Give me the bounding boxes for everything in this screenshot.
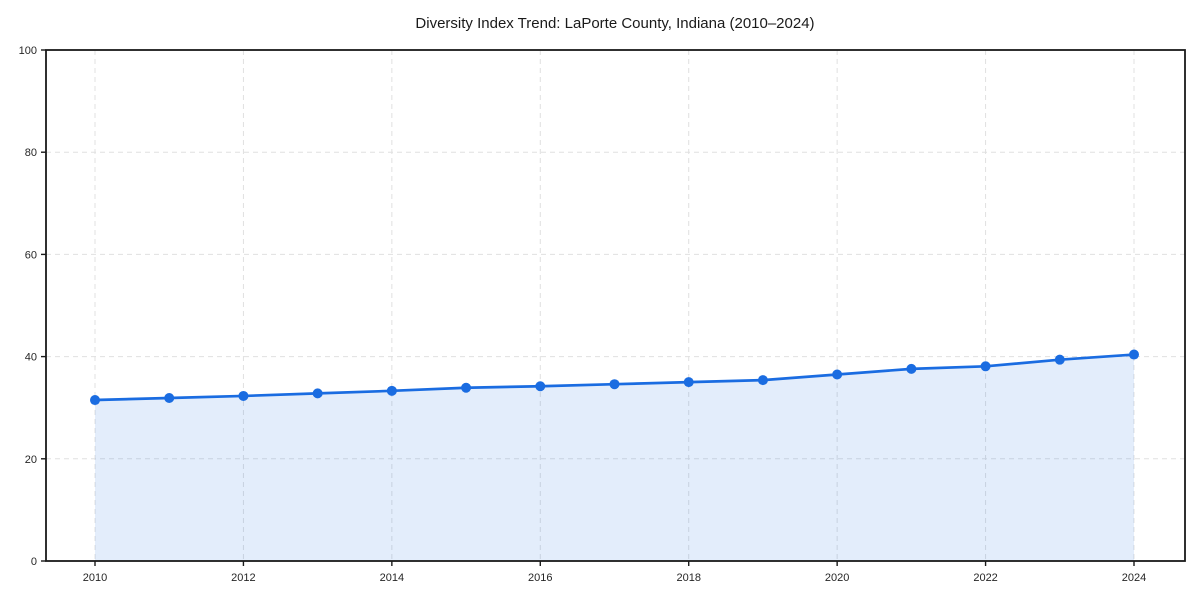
- data-point-marker: [683, 377, 694, 388]
- plot-border: [45, 49, 1186, 562]
- grid-layer: [46, 50, 1185, 561]
- data-point-marker: [238, 390, 249, 401]
- data-point-marker: [164, 392, 175, 403]
- y-tick-label: 0: [31, 556, 37, 568]
- data-point-marker: [1129, 349, 1139, 360]
- data-point-marker: [461, 382, 472, 393]
- data-point-marker: [312, 388, 323, 399]
- y-tick-label: 80: [25, 147, 37, 159]
- x-tick-label: 2014: [380, 572, 404, 584]
- data-point-marker: [906, 363, 917, 374]
- data-point-marker: [535, 381, 546, 392]
- data-point-marker: [757, 375, 768, 386]
- x-tick-label: 2024: [1122, 572, 1146, 584]
- chart-title: Diversity Index Trend: LaPorte County, I…: [415, 15, 814, 32]
- x-tick-label: 2012: [231, 572, 255, 584]
- data-point-marker: [386, 385, 397, 396]
- y-tick-label: 40: [25, 352, 37, 364]
- area-fill-layer: [95, 354, 1134, 561]
- y-tick-label: 20: [25, 454, 37, 466]
- data-point-marker: [980, 361, 991, 372]
- x-tick-label: 2020: [825, 572, 849, 584]
- data-point-marker: [609, 379, 620, 390]
- tick-layer: 0 20 40 60 80 100 2010 2012 2014 2016 2018 2020 2022…: [19, 45, 1147, 584]
- area-fill: [95, 354, 1134, 561]
- x-tick-label: 2010: [83, 572, 107, 584]
- y-tick-label: 60: [25, 249, 37, 261]
- data-point-marker: [90, 395, 100, 406]
- axis-spine-layer: [45, 49, 1186, 562]
- data-point-layer: [90, 349, 1139, 406]
- data-point-marker: [832, 369, 843, 380]
- x-tick-label: 2016: [528, 572, 552, 584]
- data-point-marker: [1054, 354, 1065, 365]
- x-tick-label: 2022: [973, 572, 997, 584]
- y-tick-label: 100: [19, 45, 37, 57]
- x-tick-label: 2018: [676, 572, 700, 584]
